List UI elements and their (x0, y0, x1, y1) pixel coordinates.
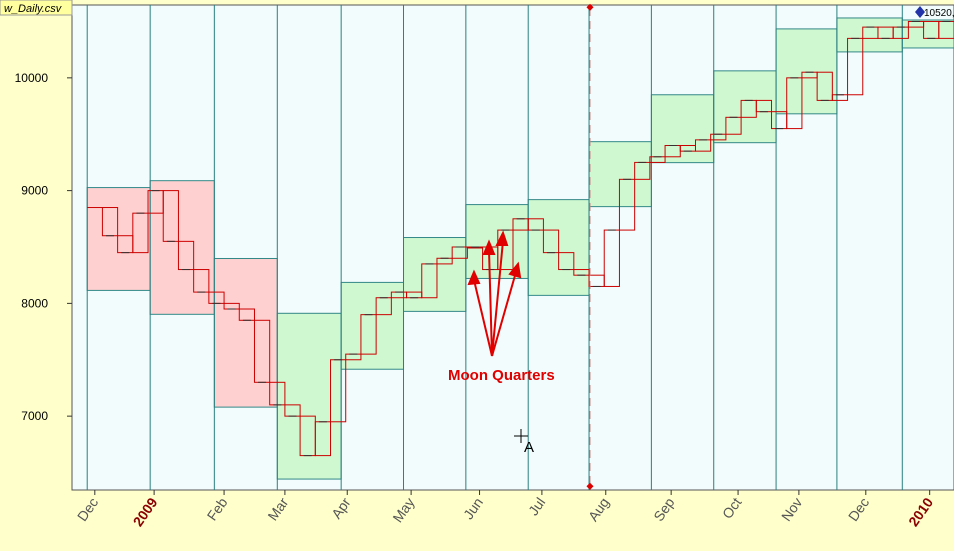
plot-layer (86, 5, 954, 490)
period-box (403, 237, 467, 312)
cursor-label: A (524, 439, 534, 456)
last-marker (915, 6, 925, 18)
period-box (149, 180, 215, 315)
period-box (775, 28, 838, 115)
file-title: w_Daily.csv (4, 3, 63, 15)
annotation-arrows (467, 230, 522, 357)
marker (586, 3, 594, 11)
period-box (588, 141, 652, 208)
title-box (0, 0, 73, 16)
y-tick-label: 7000 (21, 409, 48, 423)
marker (586, 482, 594, 490)
period-box (276, 312, 342, 480)
period-box (650, 94, 715, 164)
y-tick-label: 8000 (21, 296, 48, 310)
period-box (836, 17, 903, 53)
period-box (901, 19, 954, 49)
annotation: Moon Quarters (448, 367, 555, 384)
period-box (340, 281, 405, 370)
y-tick-label: 10000 (15, 71, 49, 85)
cursor (514, 429, 528, 443)
period-box (213, 257, 278, 408)
period-box (713, 70, 777, 144)
period-box (86, 187, 151, 291)
last-label: 10520, (924, 8, 954, 19)
y-tick-label: 9000 (21, 184, 48, 198)
